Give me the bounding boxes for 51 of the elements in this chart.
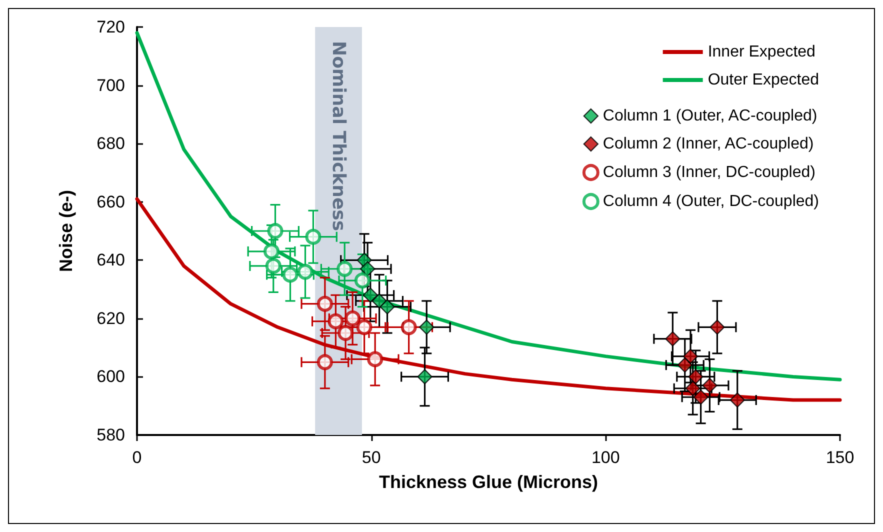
point xyxy=(336,260,353,277)
x-tick-label: 0 xyxy=(132,448,142,467)
point xyxy=(710,320,725,335)
point xyxy=(688,369,704,384)
x-tick-label: 50 xyxy=(362,448,381,467)
point xyxy=(264,243,280,260)
point xyxy=(372,293,387,309)
point xyxy=(305,228,322,245)
legend-label: Inner Expected xyxy=(708,44,816,60)
point xyxy=(362,288,378,303)
y-tick-label: 580 xyxy=(96,426,125,444)
point xyxy=(360,261,376,276)
point xyxy=(400,319,417,336)
band-label: Nominal Thickness xyxy=(328,41,350,232)
point xyxy=(419,320,434,335)
point xyxy=(297,264,314,280)
point xyxy=(677,357,692,373)
point xyxy=(344,310,361,326)
point xyxy=(282,266,298,283)
y-tick-label: 640 xyxy=(96,250,125,270)
point xyxy=(338,325,354,341)
point xyxy=(267,223,284,239)
line-series xyxy=(135,31,842,382)
legend-label: Column 1 (Outer, AC-coupled) xyxy=(602,108,818,124)
point xyxy=(367,351,384,368)
y-tick-label: 700 xyxy=(96,76,125,95)
point xyxy=(665,331,680,346)
legend-label: Column 3 (Inner, DC-coupled) xyxy=(602,164,816,181)
point xyxy=(328,313,344,330)
legend-label: Column 4 (Outer, DC-coupled) xyxy=(602,193,820,210)
point xyxy=(417,369,432,384)
y-tick-label: 660 xyxy=(96,192,125,212)
x-tick-label: 100 xyxy=(591,448,620,467)
y-tick-label: 600 xyxy=(96,367,125,386)
y-tick-label: 720 xyxy=(96,18,125,36)
y-tick-label: 680 xyxy=(96,134,125,154)
point xyxy=(356,319,372,336)
y-axis-title: Noise (e-) xyxy=(56,190,76,272)
point xyxy=(354,272,370,289)
point xyxy=(265,258,282,274)
x-tick-label: 150 xyxy=(826,448,854,467)
point xyxy=(316,354,333,370)
legend-label: Column 2 (Inner, AC-coupled) xyxy=(602,136,814,152)
x-axis-title: Thickness Glue (Microns) xyxy=(378,472,598,492)
legend-label: Outer Expected xyxy=(708,72,819,88)
point xyxy=(316,296,333,312)
point xyxy=(693,390,708,405)
point xyxy=(730,392,745,408)
point xyxy=(380,299,395,314)
point xyxy=(682,348,698,364)
y-tick-label: 620 xyxy=(96,308,125,328)
